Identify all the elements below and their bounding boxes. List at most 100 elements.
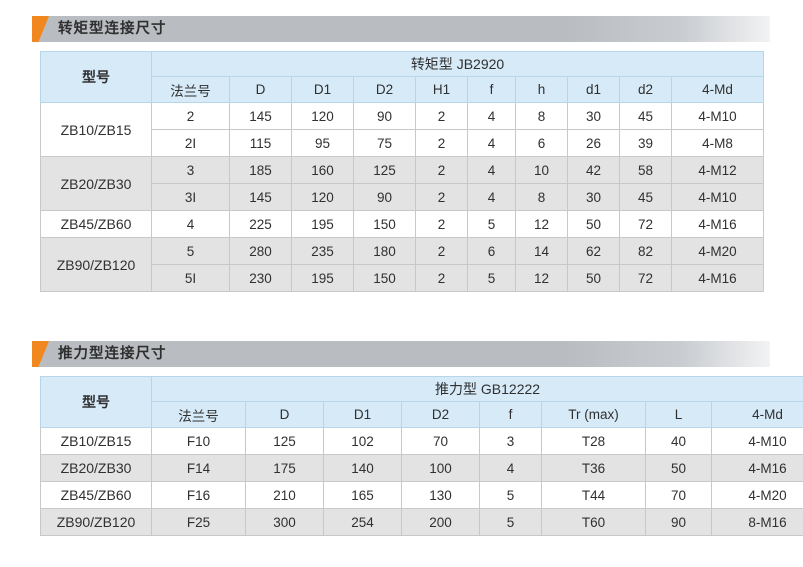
cell-value: 8-M16 [710,508,803,536]
cell-value: 125 [353,156,416,184]
cell-value: 120 [291,183,354,211]
cell-value: 5I [151,264,230,292]
column-header-model: 型号 [40,51,152,103]
cell-value: 235 [291,237,354,265]
column-header-group: 推力型 GB12222 [150,376,803,402]
table-header-row-columns: 法兰号 D D1 D2 H1 f h d1 d2 4-Md [41,76,764,103]
cell-value: T60 [541,508,646,536]
cell-value: 4 [479,454,542,482]
table-header-row-top: 型号 推力型 GB12222 [40,376,803,428]
cell-value: 2 [415,183,468,211]
cell-model: ZB20/ZB30 [40,156,152,211]
section-torque: 转矩型连接尺寸 型号 转矩型 JB2920 法兰号 D D1 D2 H1 f h d1 d2 [0,16,803,292]
column-header-4: D2 [353,76,416,103]
cell-value: 4-M10 [710,427,803,455]
table-header-row-columns: 法兰号 D D1 D2 f Tr (max) L 4-Md [41,401,803,428]
cell-value: 8 [515,102,568,130]
cell-value: 5 [467,210,516,238]
cell-value: 4 [467,102,516,130]
cell-value: 185 [229,156,292,184]
table-row: ZB10/ZB15 2 145 120 90 2 4 8 30 45 4-M10 [40,102,764,157]
cell-value: T44 [541,481,646,509]
column-header-9: d2 [619,76,672,103]
cell-value: 2 [415,156,468,184]
cell-value: 100 [401,454,480,482]
cell-value: 58 [619,156,672,184]
column-header-1: 法兰号 [151,401,246,428]
cell-value: 4-M16 [671,210,764,238]
cell-value: 4-M20 [671,237,764,265]
cell-value: 3 [151,156,230,184]
cell-value: 4-M10 [671,183,764,211]
cell-value: 5 [467,264,516,292]
column-header-group: 转矩型 JB2920 [151,51,764,77]
cell-value: 95 [291,129,354,157]
table-row: ZB10/ZB15 F10 125 102 70 3 T28 40 4-M10 [40,427,803,455]
column-header-1: 法兰号 [151,76,230,103]
cell-value: 70 [645,481,712,509]
cell-value: 5 [479,481,542,509]
cell-value: 2 [415,129,468,157]
column-header-2: D [245,401,324,428]
section-thrust: 推力型连接尺寸 型号 推力型 GB12222 法兰号 D D1 D2 f Tr (max) L 4… [0,341,803,536]
cell-value: 10 [515,156,568,184]
table-row: ZB45/ZB60 F16 210 165 130 5 T44 70 4-M20 [40,481,803,509]
section-title-thrust: 推力型连接尺寸 [58,346,167,362]
cell-value: 130 [401,481,480,509]
cell-value: F10 [151,427,246,455]
cell-value: 2 [151,102,230,130]
cell-value: 165 [323,481,402,509]
cell-value: 8 [515,183,568,211]
cell-value: 225 [229,210,292,238]
cell-value: 145 [229,102,292,130]
cell-value: 140 [323,454,402,482]
cell-value: 2 [415,237,468,265]
column-header-5: f [479,401,542,428]
cell-model: ZB90/ZB120 [40,508,152,536]
cell-value: 102 [323,427,402,455]
cell-value: 40 [645,427,712,455]
cell-value: 4-M10 [671,102,764,130]
cell-value: 90 [353,102,416,130]
column-header-4: D2 [401,401,480,428]
section-title-torque: 转矩型连接尺寸 [58,21,167,37]
cell-value: 72 [619,210,672,238]
cell-value: 90 [645,508,712,536]
section-heading-bar-thrust: 推力型连接尺寸 [32,341,770,367]
table-body-torque: ZB10/ZB15 2 145 120 90 2 4 8 30 45 4-M10 2I 115 95 75 2… [40,102,764,292]
column-header-3: D1 [323,401,402,428]
column-header-10: 4-Md [671,76,764,103]
cell-value: 2 [415,264,468,292]
cell-value: 4-M20 [710,481,803,509]
cell-value: 120 [291,102,354,130]
cell-value: 30 [567,183,620,211]
table-row: ZB20/ZB30 F14 175 140 100 4 T36 50 4-M16 [40,454,803,482]
cell-value: 210 [245,481,324,509]
cell-value: 160 [291,156,354,184]
table-wrap-thrust: 型号 推力型 GB12222 法兰号 D D1 D2 f Tr (max) L 4-Md ZB10… [40,376,803,536]
column-header-6: f [467,76,516,103]
cell-value: F16 [151,481,246,509]
table-head-thrust: 型号 推力型 GB12222 法兰号 D D1 D2 f Tr (max) L 4-Md [40,376,803,428]
cell-value: 4-M16 [710,454,803,482]
cell-value: 6 [515,129,568,157]
cell-value: 50 [567,210,620,238]
flag-marker-icon [32,16,49,42]
column-header-model: 型号 [40,376,152,428]
cell-value: 5 [479,508,542,536]
cell-value: 4 [467,183,516,211]
cell-value: 254 [323,508,402,536]
cell-value: 5 [151,237,230,265]
table-wrap-torque: 型号 转矩型 JB2920 法兰号 D D1 D2 H1 f h d1 d2 4-Md ZB10/ZB… [40,51,764,292]
cell-value: 30 [567,102,620,130]
cell-value: F25 [151,508,246,536]
cell-value: 4 [467,129,516,157]
cell-value: 72 [619,264,672,292]
cell-value: 115 [229,129,292,157]
cell-value: 42 [567,156,620,184]
cell-value: 145 [229,183,292,211]
table-torque-dimensions: 型号 转矩型 JB2920 法兰号 D D1 D2 H1 f h d1 d2 4-Md ZB10/ZB… [40,51,764,292]
column-header-8: 4-Md [710,401,803,428]
column-header-7: L [645,401,712,428]
